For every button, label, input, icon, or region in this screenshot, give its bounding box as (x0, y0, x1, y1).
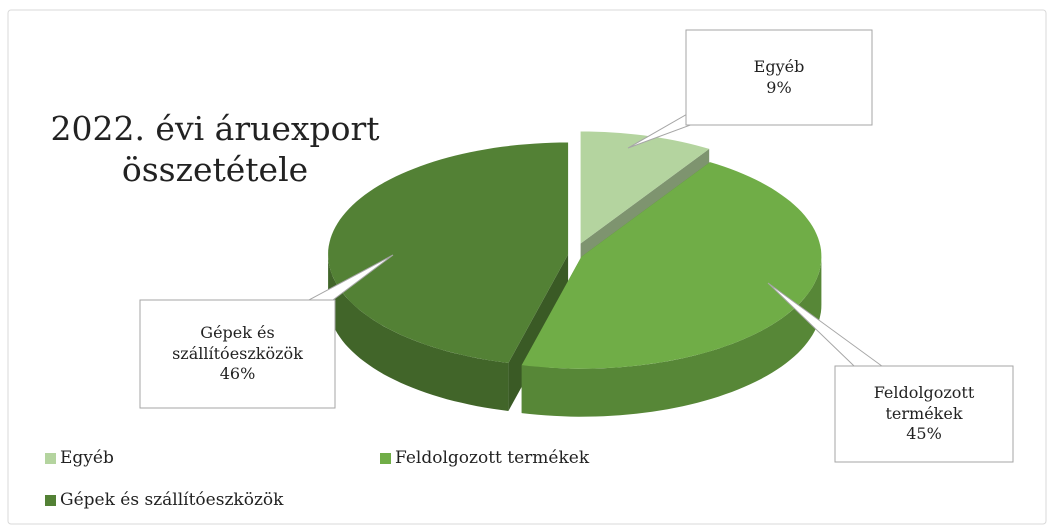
slice-side (521, 256, 822, 417)
legend-item: Egyéb (45, 448, 114, 468)
legend-item: Feldolgozott termékek (380, 448, 589, 468)
data-label-value: 45% (906, 424, 942, 444)
data-label-value: 9% (766, 77, 792, 97)
data-label-category: Gépek és szállítóeszközök (172, 322, 303, 363)
callout-box (834, 365, 1014, 463)
slice-top (328, 142, 569, 363)
legend-label: Feldolgozott termékek (395, 448, 590, 468)
callout-box (139, 299, 336, 409)
legend-swatch (45, 452, 56, 464)
slice-top (521, 162, 822, 369)
data-label-category: Egyéb (753, 56, 805, 76)
slice-top (580, 131, 710, 244)
data-label: Feldolgozott termékek 45% (847, 366, 1001, 462)
slice-side (328, 254, 509, 411)
chart-title: 2022. évi áruexport összetétele (50, 109, 380, 190)
legend-swatch (380, 452, 391, 464)
pie-slice (521, 162, 822, 417)
data-label: Gépek és szállítóeszközök 46% (152, 300, 323, 408)
callout-box (685, 29, 873, 126)
data-label-category: Feldolgozott termékek (873, 382, 975, 423)
legend-label: Egyéb (60, 448, 114, 468)
data-label: Egyéb 9% (698, 30, 860, 125)
legend-swatch (45, 494, 56, 506)
legend-item: Gépek és szállítóeszközök (45, 490, 283, 510)
data-label-value: 46% (219, 364, 256, 384)
legend-label: Gépek és szállítóeszközök (60, 490, 284, 510)
